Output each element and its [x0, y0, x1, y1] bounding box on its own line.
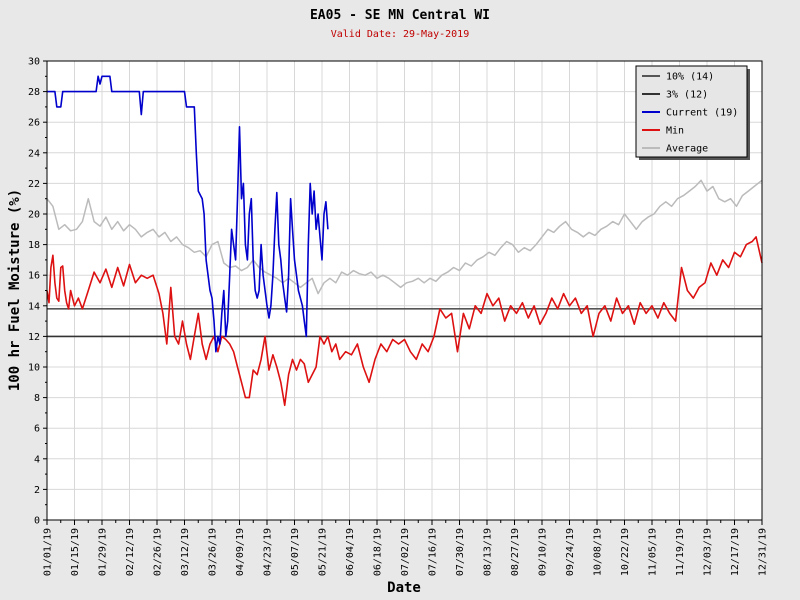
y-tick-label: 10 [28, 363, 40, 374]
y-tick-label: 8 [34, 393, 40, 404]
y-tick-label: 6 [34, 424, 40, 435]
x-tick-label: 11/05/19 [648, 528, 659, 576]
series-lines [46, 75, 763, 407]
x-tick-label: 08/27/19 [510, 528, 521, 576]
x-tick-label: 01/01/19 [43, 528, 54, 576]
chart-subtitle: Valid Date: 29-May-2019 [331, 29, 469, 40]
x-tick-label: 03/26/19 [208, 528, 219, 576]
y-axis-label: 100 hr Fuel Moisture (%) [7, 189, 23, 391]
x-tick-label: 05/07/19 [290, 528, 301, 576]
legend-label: Current (19) [666, 108, 738, 119]
x-tick-label: 02/12/19 [125, 528, 136, 576]
x-tick-label: 06/18/19 [373, 528, 384, 576]
x-tick-label: 12/17/19 [730, 528, 741, 576]
x-tick-label: 12/03/19 [703, 528, 714, 576]
y-tick-label: 26 [28, 118, 40, 129]
y-tick-label: 4 [34, 454, 40, 465]
x-tick-label: 09/10/19 [538, 528, 549, 576]
legend-label: Average [666, 144, 708, 155]
x-axis-label: Date [387, 580, 421, 596]
y-tick-label: 12 [28, 332, 40, 343]
x-tick-label: 10/22/19 [620, 528, 631, 576]
x-tick-label: 03/12/19 [180, 528, 191, 576]
series-line-current-19 [47, 75, 329, 353]
x-tick-label: 10/08/19 [593, 528, 604, 576]
x-tick-label: 09/24/19 [565, 528, 576, 576]
x-tick-label: 07/30/19 [455, 528, 466, 576]
x-tick-label: 07/16/19 [428, 528, 439, 576]
series-line-average [46, 179, 763, 295]
x-tick-label: 04/09/19 [235, 528, 246, 576]
x-tick-label: 02/26/19 [153, 528, 164, 576]
x-tick-label: 01/29/19 [98, 528, 109, 576]
y-tick-label: 18 [28, 240, 40, 251]
x-tick-label: 04/23/19 [263, 528, 274, 576]
series-line-min [46, 236, 763, 407]
x-tick-label: 08/13/19 [483, 528, 494, 576]
y-tick-label: 2 [34, 485, 40, 496]
y-tick-label: 20 [28, 210, 40, 221]
x-tick-label: 07/02/19 [400, 528, 411, 576]
x-tick-label: 12/31/19 [758, 528, 769, 576]
y-tick-label: 16 [28, 271, 40, 282]
chart-title: EA05 - SE MN Central WI [310, 8, 490, 23]
legend-label: 10% (14) [666, 72, 714, 83]
x-tick-label: 01/15/19 [70, 528, 81, 576]
y-tick-label: 30 [28, 57, 40, 68]
y-tick-label: 28 [28, 87, 40, 98]
x-tick-label: 11/19/19 [675, 528, 686, 576]
y-tick-label: 14 [28, 301, 40, 312]
x-tick-label: 06/04/19 [345, 528, 356, 576]
y-tick-label: 22 [28, 179, 40, 190]
legend: 10% (14) 3% (12) Current (19) Min Average [635, 65, 750, 160]
x-tick-label: 05/21/19 [318, 528, 329, 576]
legend-label: Min [666, 126, 684, 137]
legend-label: 3% (12) [666, 90, 708, 101]
y-tick-label: 0 [34, 516, 40, 527]
y-tick-label: 24 [28, 148, 40, 159]
